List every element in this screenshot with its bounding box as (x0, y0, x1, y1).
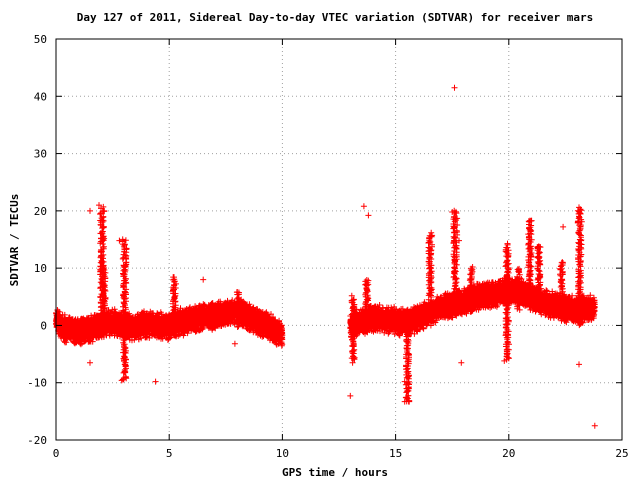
x-tick-label: 5 (166, 447, 173, 460)
y-tick-label: 10 (34, 262, 47, 275)
scatter-point-marks (53, 84, 598, 429)
x-axis-label: GPS time / hours (282, 466, 388, 479)
tick-marks (55, 38, 623, 441)
x-tick-labels: 0 5 10 15 20 25 (53, 447, 629, 460)
y-tick-label: 0 (40, 319, 47, 332)
x-tick-label: 15 (389, 447, 402, 460)
chart-title: Day 127 of 2011, Sidereal Day-to-day VTE… (77, 11, 594, 24)
y-tick-label: -10 (27, 377, 47, 390)
y-tick-label: -20 (27, 434, 47, 447)
y-tick-label: 20 (34, 205, 47, 218)
y-tick-label: 30 (34, 148, 47, 161)
y-tick-label: 40 (34, 90, 47, 103)
y-tick-labels: -20 -10 0 10 20 30 40 50 (27, 33, 47, 447)
x-tick-label: 0 (53, 447, 60, 460)
plot-frame (55, 38, 623, 441)
data-points (53, 84, 598, 429)
x-tick-label: 25 (615, 447, 628, 460)
grid (55, 38, 623, 441)
y-axis-label: SDTVAR / TECUs (8, 194, 21, 287)
x-tick-label: 20 (502, 447, 515, 460)
x-tick-label: 10 (276, 447, 289, 460)
y-tick-label: 50 (34, 33, 47, 46)
